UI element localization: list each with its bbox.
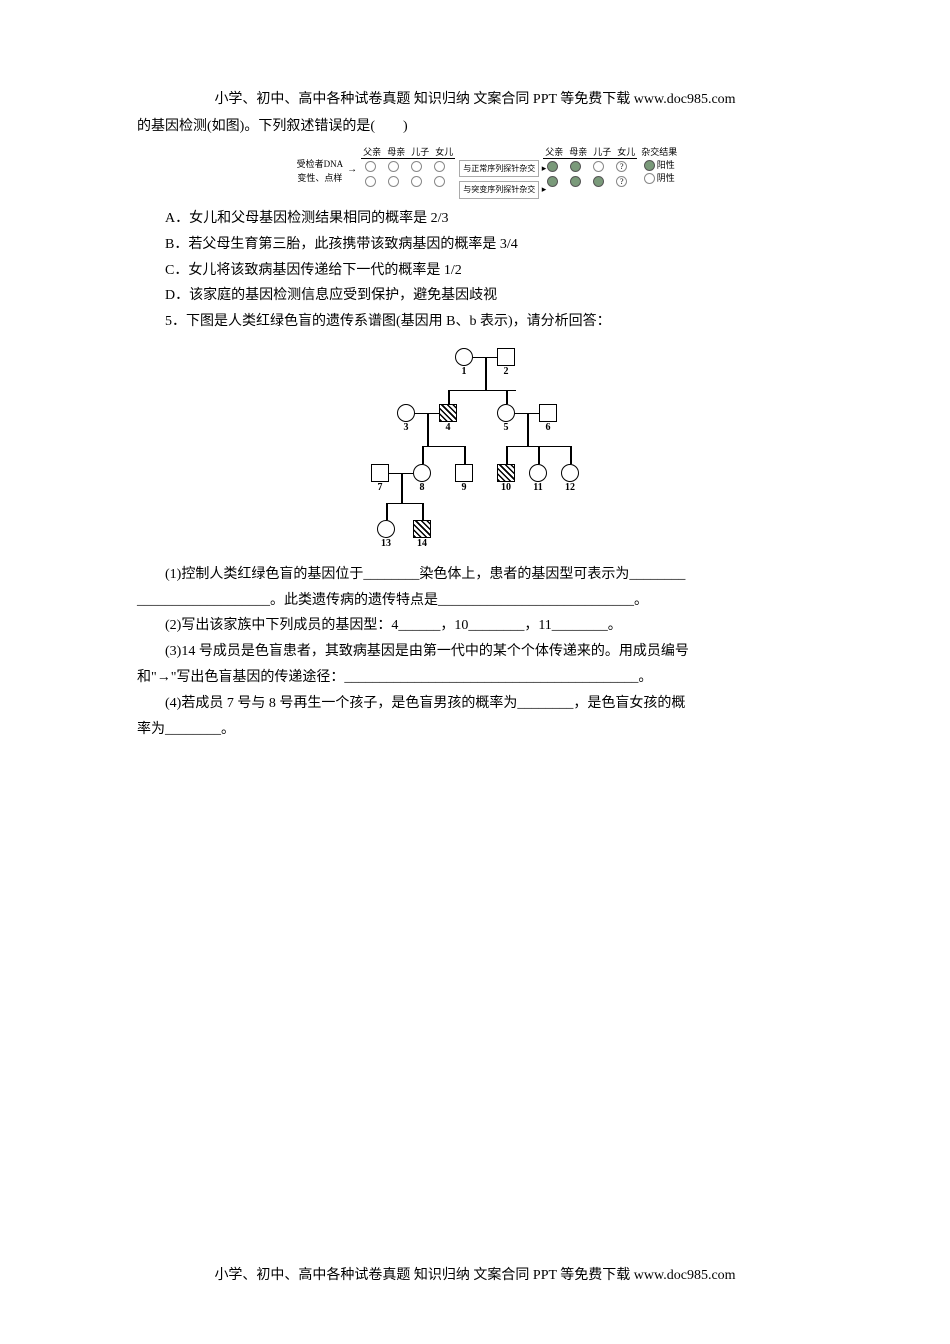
dot-question: ? <box>616 161 627 172</box>
pedigree-person-2: 2 <box>497 348 515 366</box>
pedigree-person-3: 3 <box>397 404 415 422</box>
q5-intro: 5．下图是人类红绿色盲的遗传系谱图(基因用 B、b 表示)，请分析回答： <box>137 310 837 334</box>
col-mother-2: 母亲 <box>569 147 587 158</box>
pedigree-person-8: 8 <box>413 464 431 482</box>
pedigree-person-9: 9 <box>455 464 473 482</box>
probe-normal: 与正常序列探针杂交 <box>459 160 539 178</box>
pedigree-person-6: 6 <box>539 404 557 422</box>
col-son-2: 儿子 <box>593 147 611 158</box>
legend-neg-dot <box>644 173 655 184</box>
dot-open <box>365 161 376 172</box>
q5-1b: ___________________。此类遗传病的遗传特点是_________… <box>137 589 837 613</box>
pedigree-person-12: 12 <box>561 464 579 482</box>
col-mother: 母亲 <box>387 147 405 158</box>
dot-filled <box>570 161 581 172</box>
pedigree-diagram: 1234567891011121314 <box>137 344 837 553</box>
q5-4a: (4)若成员 7 号与 8 号再生一个孩子，是色盲男孩的概率为________，… <box>137 692 837 716</box>
legend-pos-dot <box>644 160 655 171</box>
q5-3a: (3)14 号成员是色盲患者，其致病基因是由第一代中的某个个体传递来的。用成员编… <box>137 640 837 664</box>
col-father: 父亲 <box>363 147 381 158</box>
dot-open <box>434 161 445 172</box>
pedigree-person-5: 5 <box>497 404 515 422</box>
document-content: 的基因检测(如图)。下列叙述错误的是( ) 受检者DNA 变性、点样 → 父亲 … <box>137 115 837 743</box>
option-b: B．若父母生育第三胎，此孩携带该致病基因的概率是 3/4 <box>137 233 837 257</box>
q5-2: (2)写出该家族中下列成员的基因型：4______，10________，11_… <box>137 614 837 638</box>
pedigree-person-10: 10 <box>497 464 515 482</box>
dot-filled <box>547 176 558 187</box>
dot-filled <box>593 176 604 187</box>
pedigree-person-7: 7 <box>371 464 389 482</box>
dot-open <box>388 176 399 187</box>
pedigree-person-14: 14 <box>413 520 431 538</box>
pedigree-person-1: 1 <box>455 348 473 366</box>
probe-mutant: 与突变序列探针杂交 <box>459 181 539 199</box>
pedigree-person-4: 4 <box>439 404 457 422</box>
pedigree-person-13: 13 <box>377 520 395 538</box>
q5-4b: 率为________。 <box>137 718 837 742</box>
q5-1a: (1)控制人类红绿色盲的基因位于________染色体上，患者的基因型可表示为_… <box>137 563 837 587</box>
legend-pos: 阳性 <box>657 160 675 171</box>
dot-open <box>411 161 422 172</box>
col-son: 儿子 <box>411 147 429 158</box>
dot-open <box>365 176 376 187</box>
option-d: D．该家庭的基因检测信息应受到保护，避免基因歧视 <box>137 284 837 308</box>
legend-neg: 阴性 <box>657 173 675 184</box>
option-a: A．女儿和父母基因检测结果相同的概率是 2/3 <box>137 207 837 231</box>
page-footer: 小学、初中、高中各种试卷真题 知识归纳 文案合同 PPT 等免费下载 www.d… <box>0 1264 950 1284</box>
legend-title: 杂交结果 <box>641 147 677 158</box>
hybrid-left-label-2: 变性、点样 <box>297 173 342 184</box>
col-daughter-2: 女儿 <box>617 147 635 158</box>
dot-filled <box>547 161 558 172</box>
hybrid-left-label-1: 受检者DNA <box>297 159 344 170</box>
dot-question: ? <box>616 176 627 187</box>
dot-filled <box>570 176 581 187</box>
intro-line: 的基因检测(如图)。下列叙述错误的是( ) <box>137 115 837 139</box>
q5-3b: 和"→"写出色盲基因的传递途径：________________________… <box>137 666 837 690</box>
option-c: C．女儿将该致病基因传递给下一代的概率是 1/2 <box>137 259 837 283</box>
dot-open <box>434 176 445 187</box>
col-father-2: 父亲 <box>545 147 563 158</box>
hybridization-diagram: 受检者DNA 变性、点样 → 父亲 母亲 儿子 女儿 <box>137 147 837 199</box>
dot-open <box>593 161 604 172</box>
dot-open <box>411 176 422 187</box>
dot-open <box>388 161 399 172</box>
pedigree-person-11: 11 <box>529 464 547 482</box>
col-daughter: 女儿 <box>435 147 453 158</box>
page-header: 小学、初中、高中各种试卷真题 知识归纳 文案合同 PPT 等免费下载 www.d… <box>0 88 950 108</box>
